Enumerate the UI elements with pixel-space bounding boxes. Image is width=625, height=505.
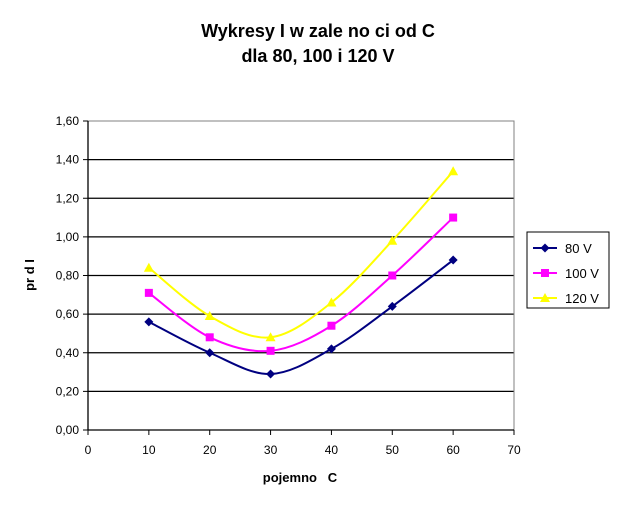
series-line-100v [148, 216, 454, 353]
x-tick-label: 40 [325, 443, 339, 457]
chart-title-line-2: dla 80, 100 i 120 V [241, 46, 394, 66]
data-point-100v [266, 346, 275, 355]
data-point-120v [387, 235, 398, 245]
legend-label-80v: 80 V [565, 241, 592, 256]
series-line-80v [148, 259, 454, 375]
series-line-120v [148, 170, 454, 339]
y-tick-label: 0,60 [56, 307, 80, 321]
x-tick-label: 10 [142, 443, 156, 457]
y-tick-label: 1,20 [56, 191, 80, 205]
legend: 80 V 100 V 120 V [526, 231, 610, 309]
x-tick-label: 50 [386, 443, 400, 457]
y-tick-label: 0,00 [56, 423, 80, 437]
data-point-120v [326, 297, 337, 307]
data-point-120v [143, 262, 154, 272]
legend-label-120v: 120 V [565, 291, 599, 306]
data-point-80v [326, 344, 336, 354]
x-axis-label: pojemno C [263, 470, 338, 485]
data-point-120v [265, 332, 276, 342]
chart-title-line-1: Wykresy I w zale no ci od C [201, 21, 435, 41]
data-point-100v [327, 321, 336, 330]
legend-marker-120v [540, 293, 550, 302]
y-tick-label: 1,00 [56, 230, 80, 244]
data-point-100v [388, 271, 397, 280]
y-tick-label: 1,60 [56, 114, 80, 128]
legend-marker-100v [541, 269, 549, 277]
data-point-100v [205, 333, 214, 342]
data-point-100v [449, 213, 458, 222]
y-tick-label: 0,40 [56, 346, 80, 360]
data-point-80v [387, 301, 397, 311]
data-point-120v [204, 311, 215, 321]
data-point-100v [144, 288, 153, 297]
x-tick-label: 0 [85, 443, 92, 457]
legend-marker-80v [540, 243, 550, 253]
data-point-80v [144, 317, 154, 327]
legend-box [526, 231, 610, 309]
legend-label-100v: 100 V [565, 266, 599, 281]
data-point-120v [448, 166, 459, 176]
x-tick-label: 20 [203, 443, 217, 457]
x-tick-label: 70 [507, 443, 521, 457]
y-axis-label: pr d I [22, 259, 37, 291]
data-point-80v [205, 348, 215, 358]
y-tick-label: 0,80 [56, 269, 80, 283]
y-tick-label: 0,20 [56, 384, 80, 398]
x-tick-label: 60 [446, 443, 460, 457]
data-point-80v [448, 255, 458, 265]
data-point-80v [266, 369, 276, 379]
y-tick-label: 1,40 [56, 153, 80, 167]
x-tick-label: 30 [264, 443, 278, 457]
